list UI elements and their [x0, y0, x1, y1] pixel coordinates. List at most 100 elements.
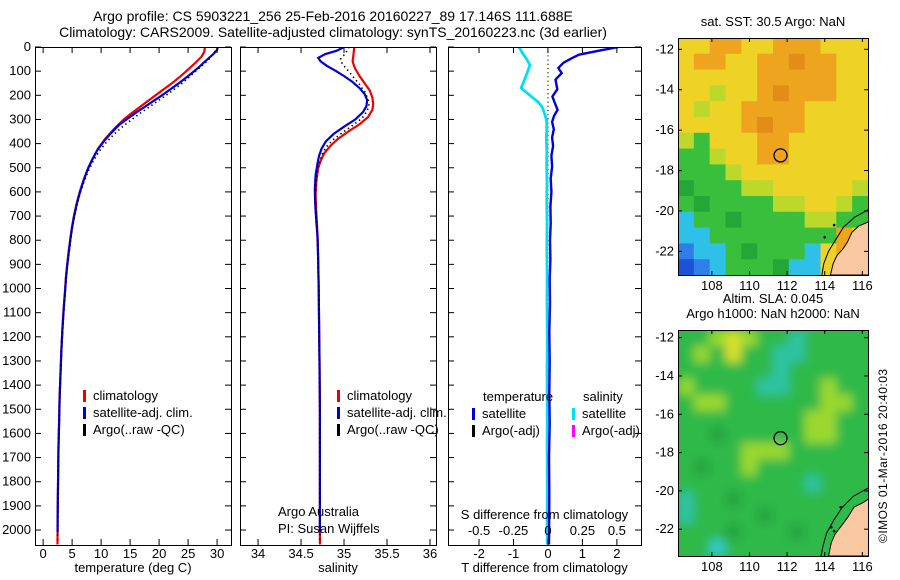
- tick-label: 100: [9, 63, 31, 78]
- s-argo-swatch: [572, 424, 575, 437]
- float-position-marker: [773, 148, 788, 163]
- program-note-line2: PI: Susan Wijffels: [278, 521, 380, 536]
- legend-item-climatology: climatology: [337, 387, 447, 404]
- tick-label: -18: [655, 163, 674, 178]
- series-group: [313, 47, 375, 545]
- tick-label: 200: [9, 87, 31, 102]
- tick-label: -1: [508, 546, 520, 561]
- legend-header-salinity: salinity: [583, 389, 623, 404]
- satellite-adj-swatch: [83, 406, 86, 419]
- tick-label: 1800: [2, 474, 31, 489]
- sst_map-panel: 108 110 112 114 116 -12 -14 -16 -18 -20 -22: [655, 38, 873, 293]
- tick-label: 500: [9, 160, 31, 175]
- tick-label: 35.5: [374, 546, 399, 561]
- tick-label: 1200: [2, 329, 31, 344]
- legend-item-satellite-adj: satellite-adj. clim.: [83, 404, 193, 421]
- tick-label: 34: [251, 546, 265, 561]
- tick-label: 114: [814, 278, 835, 293]
- map-layers: [678, 330, 868, 556]
- legend-label: satellite-adj. clim.: [347, 405, 447, 420]
- legend-label: satellite: [582, 406, 627, 421]
- legend-item-climatology: climatology: [83, 387, 193, 404]
- program-note-line1: Argo Australia: [278, 504, 359, 519]
- imos-credit-text: ©IMOS 01-Mar-2016 20:40:03: [876, 368, 890, 543]
- tick-label: -20: [655, 203, 674, 218]
- climatology-swatch: [83, 389, 86, 402]
- tick-label: -16: [655, 122, 674, 137]
- tick-label: 2000: [2, 522, 31, 537]
- tick-label: 25: [181, 546, 195, 561]
- series-satellite-adj-clim-: [313, 47, 369, 533]
- tick-label: 116: [852, 559, 873, 574]
- temperature_profile-panel: 0 5 10 15 20 25 300100200300400500600700800900…: [2, 39, 232, 561]
- figure-title-line2: Climatology: CARS2009. Satellite-adjuste…: [59, 24, 607, 40]
- field-cells: [678, 38, 868, 275]
- tick-label: 1: [579, 546, 586, 561]
- difference_profile-panel: -2 -1 0 1 2 -0.5 -0.25 0 0.25 0.5: [448, 46, 642, 561]
- legend-label: satellite-adj. clim.: [93, 405, 193, 420]
- legend-item-s-argo: Argo(-adj): [572, 422, 640, 439]
- argo-swatch: [337, 423, 340, 436]
- tick-label: 110: [739, 559, 760, 574]
- s-satellite-swatch: [572, 407, 575, 420]
- series-satellite-adj-clim-: [56, 47, 219, 533]
- legend-label: satellite: [482, 406, 527, 421]
- sla-map-title-line1: Altim. SLA: 0.045: [722, 291, 824, 306]
- difference-legend-temperature: temperature satellite Argo(-adj): [472, 388, 553, 439]
- tick-label: 116: [852, 278, 873, 293]
- tick-label: 1300: [2, 353, 31, 368]
- island-speck: [839, 505, 843, 509]
- legend-label: Argo(-adj): [582, 423, 640, 438]
- legend-item-s-satellite: satellite: [572, 405, 640, 422]
- legend-item-satellite-adj: satellite-adj. clim.: [337, 404, 447, 421]
- series-group: [517, 47, 619, 545]
- tick-label: 2: [613, 546, 620, 561]
- argo-swatch: [83, 423, 86, 436]
- legend-item-argo: Argo(..raw -QC): [337, 421, 447, 438]
- tick-label: 0: [544, 523, 551, 538]
- island-speck: [823, 235, 827, 239]
- tick-label: 0: [40, 546, 47, 561]
- tick-label: 900: [9, 256, 31, 271]
- t-argo-swatch: [472, 424, 475, 437]
- tick-label: -16: [655, 406, 674, 421]
- t-satellite-swatch: [472, 407, 475, 420]
- temperature-legend: climatology satellite-adj. clim. Argo(..…: [83, 387, 193, 438]
- tick-label: 36: [423, 546, 437, 561]
- tick-label: 0: [24, 39, 31, 54]
- legend-label: climatology: [93, 388, 159, 403]
- tick-label: 5: [68, 546, 75, 561]
- tick-label: 34.5: [288, 546, 313, 561]
- tick-label: 15: [123, 546, 137, 561]
- map-layers: [678, 38, 868, 275]
- tick-label: -12: [655, 330, 674, 345]
- tick-label: 1900: [2, 498, 31, 513]
- tick-label: 110: [739, 278, 760, 293]
- tick-label: 800: [9, 232, 31, 247]
- tick-label: -22: [655, 243, 674, 258]
- satellite-adj-swatch: [337, 406, 340, 419]
- salinity-legend: climatology satellite-adj. clim. Argo(..…: [337, 387, 447, 438]
- tick-label: -18: [655, 445, 674, 460]
- island-speck: [830, 525, 833, 529]
- program-note: Argo Australia PI: Susan Wijffels: [278, 503, 380, 537]
- series-climatology: [56, 47, 206, 545]
- salinity_profile-panel: 34 34.5 35 35.5 36: [240, 46, 437, 561]
- figure-title-line1: Argo profile: CS 5903221_256 25-Feb-2016…: [93, 8, 573, 24]
- tick-label: 10: [94, 546, 108, 561]
- series-temperature-satellite-difference: [547, 47, 619, 545]
- series-argo-raw-qc-: [56, 47, 218, 540]
- legend-header-temperature: temperature: [483, 389, 554, 404]
- tick-label: -14: [655, 82, 674, 97]
- salinity-axis-label: salinity: [318, 560, 358, 575]
- legend-label: Argo(..raw -QC): [347, 422, 439, 437]
- series-group: [56, 47, 219, 545]
- field-cells: [678, 330, 868, 556]
- tick-label: 112: [777, 278, 798, 293]
- sla-map-title-line2: Argo h1000: NaN h2000: NaN: [686, 306, 860, 321]
- climatology-swatch: [337, 389, 340, 402]
- tick-label: -22: [655, 521, 674, 536]
- tick-label: -14: [655, 368, 674, 383]
- tick-label: 1000: [2, 281, 31, 296]
